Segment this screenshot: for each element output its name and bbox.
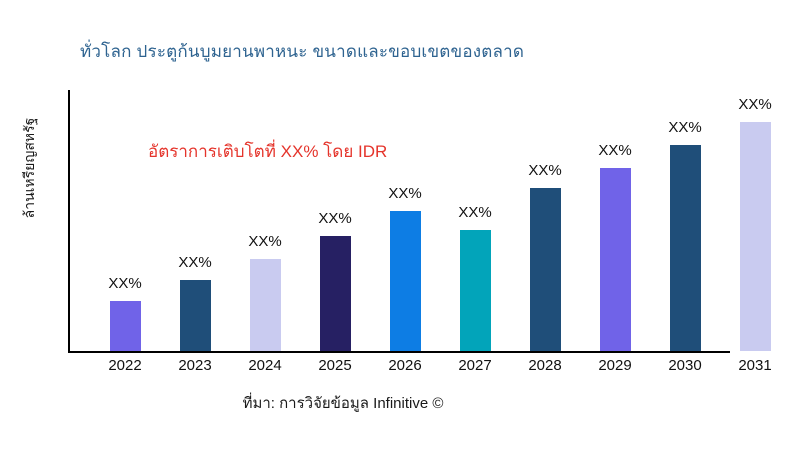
x-tick-label-2022: 2022 xyxy=(108,357,142,374)
x-tick-label-2023: 2023 xyxy=(178,357,212,374)
bar-2024 xyxy=(249,259,281,351)
chart-title: ทั่วโลก ประตูก้นบูมยานพาหนะ ขนาดและขอบเข… xyxy=(80,42,525,61)
x-tick-label-2027: 2027 xyxy=(458,357,492,374)
bar-2026 xyxy=(389,211,421,351)
bar-2029 xyxy=(599,168,631,351)
x-tick-label-2031: 2031 xyxy=(738,357,772,374)
x-tick-label-2026: 2026 xyxy=(388,357,422,374)
bar-value-label-2023: XX% xyxy=(178,254,212,271)
y-axis-line xyxy=(68,90,70,353)
growth-rate-annotation: อัตราการเติบโตที่ XX% โดย IDR xyxy=(148,142,388,161)
bar-value-label-2022: XX% xyxy=(108,275,142,292)
bar-2030 xyxy=(669,145,701,351)
bar-2028 xyxy=(529,188,561,351)
x-tick-label-2030: 2030 xyxy=(668,357,702,374)
bar-value-label-2031: XX% xyxy=(738,96,772,113)
y-axis-label: ล้านเหรียญสหรัฐ xyxy=(21,117,37,219)
bar-value-label-2027: XX% xyxy=(458,204,492,221)
bar-value-label-2024: XX% xyxy=(248,233,282,250)
bar-value-label-2029: XX% xyxy=(598,142,632,159)
x-axis-line xyxy=(68,351,730,353)
x-tick-label-2024: 2024 xyxy=(248,357,282,374)
bar-value-label-2026: XX% xyxy=(388,185,422,202)
bar-2027 xyxy=(459,230,491,351)
bar-value-label-2025: XX% xyxy=(318,210,352,227)
bar-value-label-2028: XX% xyxy=(528,162,562,179)
source-attribution: ที่มา: การวิจัยข้อมูล Infinitive © xyxy=(242,395,444,412)
bar-2022 xyxy=(109,301,141,351)
x-tick-label-2025: 2025 xyxy=(318,357,352,374)
bar-value-label-2030: XX% xyxy=(668,119,702,136)
bar-2031 xyxy=(739,122,771,351)
x-tick-label-2029: 2029 xyxy=(598,357,632,374)
bar-2025 xyxy=(319,236,351,351)
bar-2023 xyxy=(179,280,211,351)
x-tick-label-2028: 2028 xyxy=(528,357,562,374)
